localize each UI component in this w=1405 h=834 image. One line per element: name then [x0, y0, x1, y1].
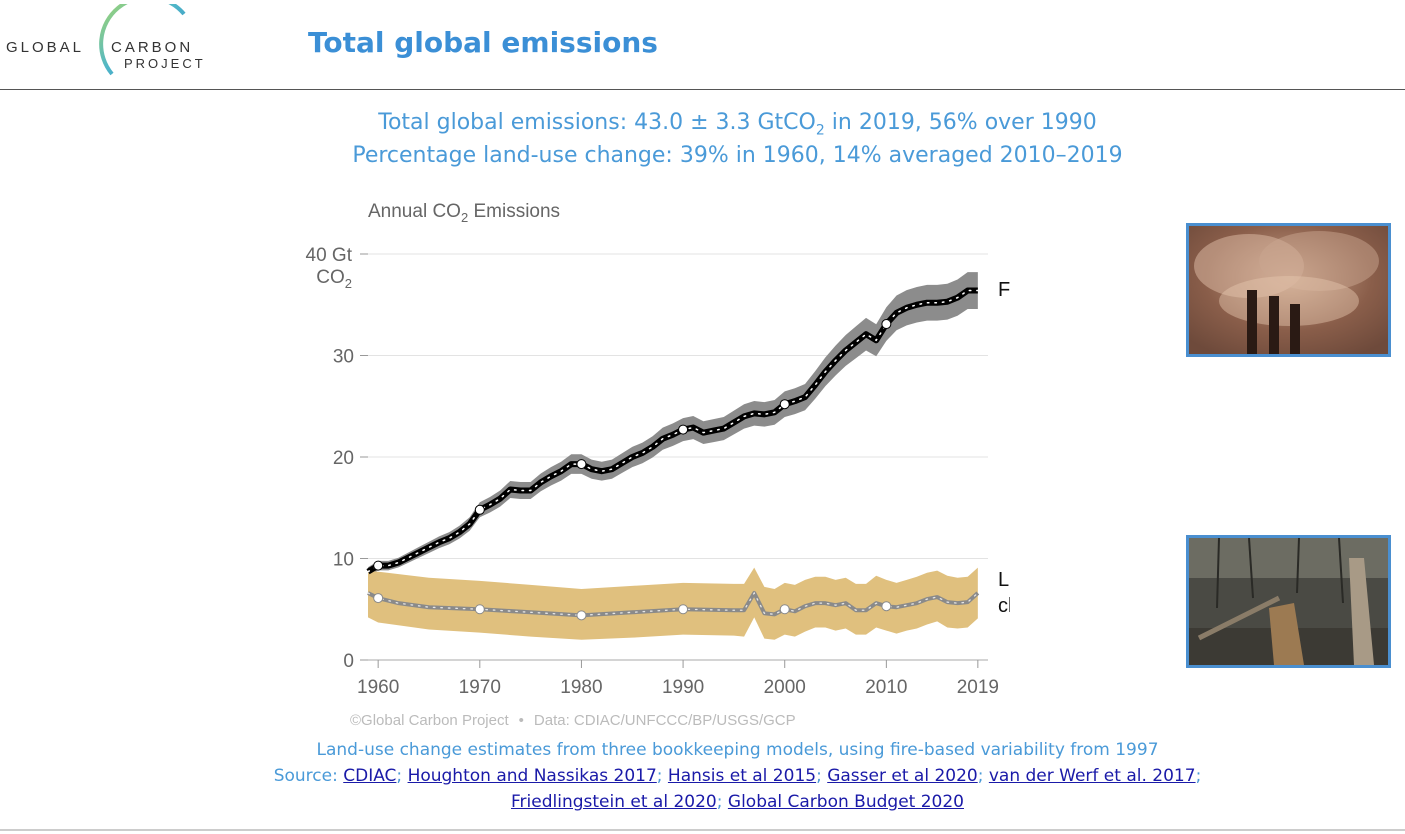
page-title: Total global emissions [308, 26, 658, 59]
fossil-carbon-dots [367, 289, 979, 573]
series-label-land-use-line2: change [998, 595, 1010, 617]
y-axis-unit-sub: 2 [345, 276, 352, 291]
x-tick-label: 2010 [865, 677, 907, 698]
headline-line1-a: Total global emissions: 43.0 ± 3.3 GtCO [378, 110, 816, 135]
chart-title-sub: 2 [461, 210, 468, 225]
link-gasser-2020[interactable]: Gasser et al 2020 [827, 766, 978, 786]
headline-land-use-percentage: Percentage land-use change: 39% in 1960,… [352, 143, 1123, 168]
x-axis-ticks: 1960 1970 1980 1990 2000 2010 2019 [357, 660, 999, 698]
deforestation-photo [1186, 535, 1391, 668]
footer-divider [0, 829, 1405, 831]
link-cdiac[interactable]: CDIAC [343, 766, 397, 786]
fossil-decade-marker [373, 560, 384, 571]
link-van-der-werf-2017[interactable]: van der Werf et al. 2017 [988, 766, 1196, 786]
deforestation-image [1189, 538, 1388, 665]
fossil-decade-marker [779, 399, 790, 410]
logo-word-global: GLOBAL [6, 39, 85, 56]
link-separator: ; [716, 792, 723, 812]
chart-credit-data: Data: CDIAC/UNFCCC/BP/USGS/GCP [534, 712, 796, 729]
y-axis-unit-co: CO [316, 267, 345, 288]
fossil-decade-marker [576, 459, 587, 470]
fossil-decade-marker [474, 504, 485, 515]
fossil-smokestacks-photo [1186, 223, 1391, 357]
link-friedlingstein-2020[interactable]: Friedlingstein et al 2020 [511, 792, 717, 812]
x-tick-label: 2000 [764, 677, 806, 698]
y-tick-label: 0 [343, 651, 354, 672]
land-use-decade-marker [373, 593, 384, 604]
land-use-decade-marker [881, 601, 892, 612]
land-use-decade-marker [576, 610, 587, 621]
land-use-decade-marker [474, 604, 485, 615]
decade-markers [373, 319, 892, 621]
x-tick-label: 1980 [560, 677, 602, 698]
link-global-carbon-budget-2020[interactable]: Global Carbon Budget 2020 [727, 792, 964, 812]
chart-credit-gcp: ©Global Carbon Project [350, 712, 509, 729]
smokestacks-image [1189, 226, 1388, 354]
series-lines [366, 287, 980, 618]
chart-title-b: Emissions [468, 201, 560, 222]
series-label-fossil-carbon: Fossil carbon [998, 279, 1010, 301]
link-separator: ; [656, 766, 663, 786]
headline-total-emissions: Total global emissions: 43.0 ± 3.3 GtCO2… [0, 110, 1405, 138]
fossil-uncertainty-band [368, 272, 978, 577]
x-tick-label: 1970 [459, 677, 501, 698]
y-tick-label: 20 [333, 448, 354, 469]
chart-credit-sep: • [519, 712, 524, 729]
land-use-decade-marker [779, 604, 790, 615]
source-line-1: Source: CDIAC; Houghton and Nassikas 201… [0, 766, 1405, 786]
y-tick-label: 30 [333, 347, 354, 368]
link-separator: ; [977, 766, 984, 786]
land-use-change-line [367, 591, 980, 618]
x-tick-label: 2019 [957, 677, 999, 698]
link-hansis-2015[interactable]: Hansis et al 2015 [667, 766, 817, 786]
chart-title-a: Annual CO [368, 201, 461, 222]
y-axis-unit-line2: CO2 [316, 267, 352, 291]
headline-line1-sub: 2 [815, 122, 825, 139]
chart-title: Annual CO2 Emissions [368, 201, 560, 225]
y-axis-unit-line1: 40 Gt [306, 245, 353, 266]
logo-arc-icon [99, 4, 186, 76]
land-use-uncertainty-band [368, 567, 978, 640]
logo-word-carbon: CARBON [111, 39, 194, 56]
source-line-2: Friedlingstein et al 2020; Global Carbon… [0, 792, 1405, 812]
land-use-decade-marker [678, 604, 689, 615]
link-separator: ; [396, 766, 403, 786]
fossil-decade-marker [678, 424, 689, 435]
header-divider [0, 89, 1405, 90]
link-houghton-nassikas-2017[interactable]: Houghton and Nassikas 2017 [407, 766, 657, 786]
x-tick-label: 1990 [662, 677, 704, 698]
source-label: Source: [273, 766, 344, 786]
link-separator: ; [1195, 766, 1202, 786]
x-tick-label: 1960 [357, 677, 399, 698]
uncertainty-bands [368, 272, 978, 640]
methodology-note: Land-use change estimates from three boo… [316, 740, 1159, 760]
link-separator: ; [816, 766, 822, 786]
global-carbon-project-logo: GLOBAL CARBON PROJECT [6, 4, 206, 84]
y-axis-ticks: 0 10 20 30 [333, 253, 368, 672]
headline-line1-b: in 2019, 56% over 1990 [824, 110, 1097, 135]
chart-credit: ©Global Carbon Project • Data: CDIAC/UNFCC… [350, 712, 796, 729]
y-tick-label: 10 [333, 550, 354, 571]
chart-gridlines [360, 253, 988, 661]
logo-word-project: PROJECT [124, 56, 206, 71]
fossil-decade-marker [881, 319, 892, 330]
series-label-land-use-line1: Land-use [998, 569, 1010, 591]
